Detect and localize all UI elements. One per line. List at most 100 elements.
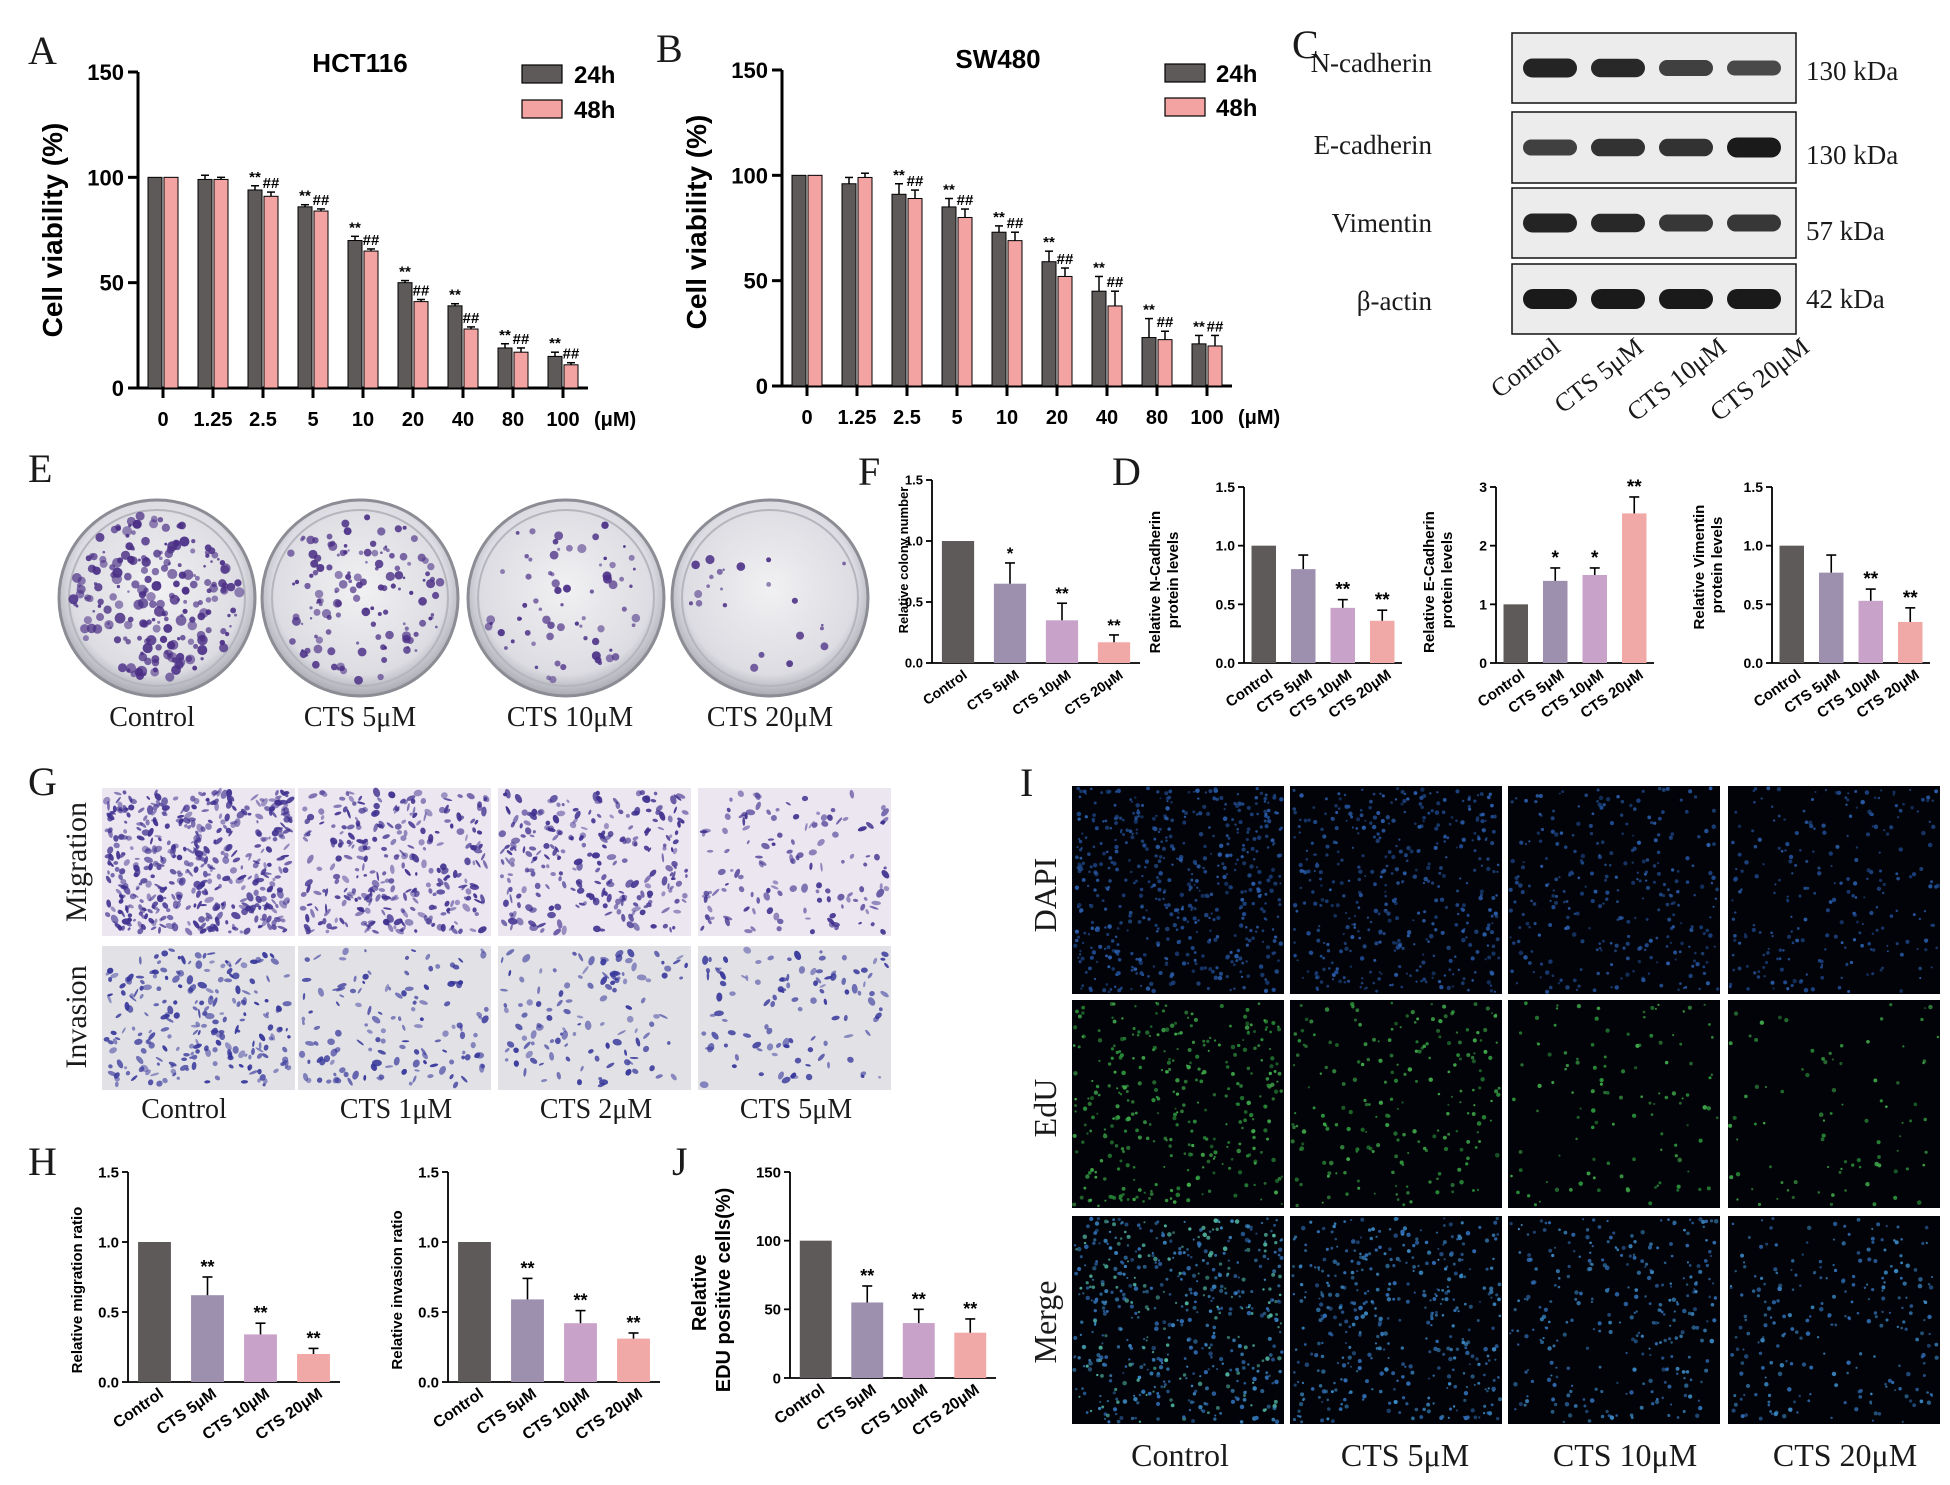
nucleus bbox=[1093, 1090, 1099, 1095]
nucleus bbox=[1266, 878, 1271, 883]
nucleus bbox=[1256, 887, 1260, 891]
nucleus bbox=[1472, 1189, 1475, 1192]
nucleus bbox=[1260, 972, 1265, 978]
nucleus bbox=[1207, 1189, 1212, 1193]
nucleus bbox=[1263, 797, 1266, 800]
nucleus bbox=[1136, 810, 1141, 815]
nucleus bbox=[1896, 876, 1900, 881]
nucleus bbox=[1165, 1070, 1169, 1074]
nucleus bbox=[1790, 984, 1794, 988]
colony bbox=[602, 574, 612, 584]
cell bbox=[474, 912, 479, 917]
cell bbox=[356, 907, 365, 913]
nucleus bbox=[1089, 1129, 1093, 1133]
nucleus bbox=[1299, 886, 1303, 890]
colony bbox=[179, 536, 190, 547]
nucleus bbox=[1406, 797, 1410, 801]
nucleus bbox=[1116, 970, 1121, 976]
nucleus bbox=[1174, 1107, 1177, 1110]
nucleus bbox=[1598, 854, 1601, 857]
cell bbox=[347, 832, 355, 840]
nucleus bbox=[1759, 1020, 1765, 1025]
nucleus bbox=[1641, 859, 1646, 864]
nucleus bbox=[1704, 828, 1709, 834]
nucleus bbox=[1443, 835, 1447, 839]
nucleus bbox=[1198, 889, 1201, 892]
cell bbox=[129, 846, 134, 851]
nucleus bbox=[1135, 972, 1138, 975]
nucleus bbox=[1097, 1204, 1100, 1208]
nucleus bbox=[1167, 878, 1172, 883]
nucleus bbox=[1869, 910, 1874, 916]
nucleus bbox=[1075, 1009, 1079, 1014]
nucleus bbox=[1253, 1030, 1256, 1033]
nucleus bbox=[1405, 1185, 1409, 1188]
nucleus bbox=[1252, 836, 1257, 841]
nucleus bbox=[1491, 922, 1494, 925]
nucleus bbox=[1200, 893, 1205, 898]
nucleus bbox=[1091, 817, 1096, 822]
nucleus bbox=[1609, 851, 1614, 856]
nucleus bbox=[1846, 877, 1850, 881]
nucleus bbox=[1081, 1140, 1085, 1144]
cell bbox=[558, 871, 564, 876]
cell bbox=[213, 924, 219, 932]
cell bbox=[132, 862, 139, 868]
nucleus bbox=[1565, 1063, 1569, 1068]
colony bbox=[175, 615, 187, 626]
nucleus bbox=[1803, 917, 1808, 922]
nucleus bbox=[1276, 915, 1280, 919]
nucleus bbox=[1438, 1035, 1442, 1039]
colony bbox=[414, 649, 418, 653]
nucleus bbox=[1247, 873, 1252, 878]
colony bbox=[364, 514, 371, 521]
nucleus bbox=[1295, 1203, 1299, 1208]
nucleus bbox=[1340, 858, 1344, 862]
blot-protein-n-cadherin: N-cadherin bbox=[1311, 48, 1433, 78]
cell bbox=[393, 918, 403, 926]
nucleus bbox=[1074, 1271, 1079, 1276]
nucleus bbox=[1831, 1058, 1834, 1061]
nucleus bbox=[1278, 1369, 1282, 1374]
cell bbox=[670, 847, 674, 853]
nucleus bbox=[1820, 1137, 1825, 1142]
nucleus bbox=[1772, 987, 1775, 990]
nucleus bbox=[1779, 967, 1784, 972]
panel-letter-b: B bbox=[656, 26, 683, 71]
nucleus bbox=[1336, 862, 1340, 866]
cell bbox=[216, 827, 222, 834]
nucleus bbox=[1076, 866, 1080, 870]
nucleus bbox=[1391, 983, 1394, 987]
nucleus bbox=[1367, 1103, 1371, 1106]
cell bbox=[216, 787, 222, 797]
nucleus bbox=[1096, 1112, 1099, 1115]
nucleus bbox=[1422, 820, 1425, 823]
cell bbox=[404, 919, 414, 926]
cell bbox=[618, 809, 624, 815]
nucleus bbox=[1232, 963, 1236, 967]
nucleus bbox=[1931, 799, 1934, 802]
cell bbox=[225, 827, 232, 834]
nucleus bbox=[1138, 1065, 1142, 1070]
nucleus bbox=[1387, 918, 1392, 923]
nucleus bbox=[1777, 814, 1781, 818]
nucleus bbox=[1598, 942, 1601, 945]
nucleus bbox=[1131, 800, 1134, 803]
nucleus bbox=[1619, 1095, 1623, 1100]
cell bbox=[363, 893, 372, 901]
cell bbox=[122, 883, 129, 890]
x-tick-label: 5 bbox=[307, 409, 318, 431]
nucleus bbox=[1791, 1195, 1795, 1200]
nucleus bbox=[1166, 800, 1169, 803]
nucleus bbox=[1448, 958, 1453, 963]
nucleus bbox=[1087, 852, 1091, 857]
nucleus bbox=[1166, 1389, 1170, 1394]
nucleus bbox=[1134, 815, 1139, 820]
cell bbox=[409, 812, 413, 816]
nucleus bbox=[1636, 877, 1639, 881]
nucleus bbox=[1128, 910, 1133, 915]
nucleus bbox=[1213, 1150, 1218, 1155]
cell bbox=[118, 808, 123, 812]
cell bbox=[271, 899, 277, 905]
cell bbox=[228, 830, 233, 837]
